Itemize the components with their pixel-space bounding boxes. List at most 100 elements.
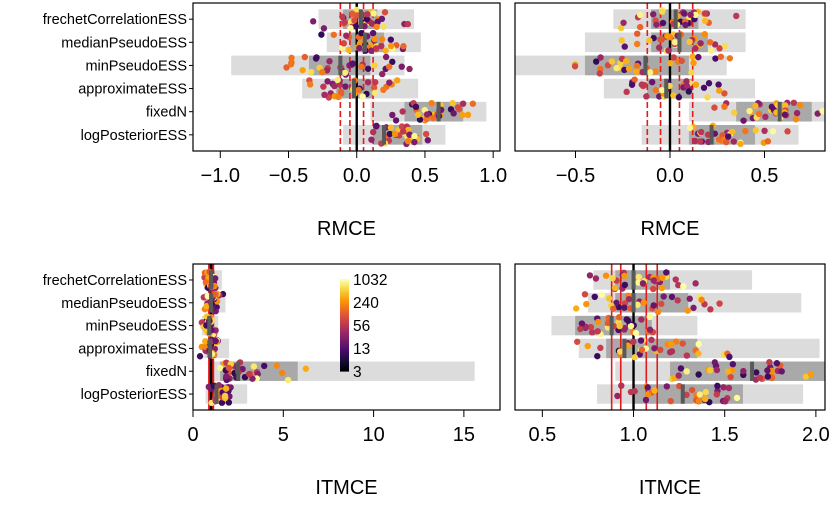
data-point (625, 295, 633, 303)
plot-area (196, 264, 475, 410)
data-point (381, 9, 389, 16)
data-point (382, 47, 389, 54)
colorbar-tick-label: 240 (353, 295, 379, 312)
data-point (639, 280, 647, 287)
data-point (287, 60, 295, 68)
colorbar-tick-label: 56 (353, 318, 370, 335)
data-point (386, 130, 393, 138)
data-point (646, 326, 654, 333)
median-mark (209, 293, 214, 313)
data-point (668, 348, 676, 355)
median-mark (622, 338, 627, 359)
data-point (345, 46, 353, 54)
data-point (653, 21, 660, 28)
data-point (670, 92, 677, 99)
data-point (651, 345, 658, 352)
data-point (371, 62, 378, 69)
colorbar-swatch (340, 311, 349, 315)
data-point (411, 138, 418, 146)
data-point (203, 303, 210, 310)
data-point (578, 320, 586, 327)
median-mark (680, 384, 685, 404)
data-point (633, 68, 640, 75)
data-point (225, 364, 233, 372)
data-point (631, 76, 638, 83)
colorbar-swatch (340, 297, 349, 301)
data-point (614, 392, 621, 400)
data-point (678, 57, 685, 65)
colorbar-swatch (340, 315, 349, 319)
data-point (659, 274, 666, 281)
plot-area (551, 264, 825, 410)
data-point (675, 94, 683, 101)
data-point (279, 369, 286, 377)
data-point (449, 99, 456, 107)
data-point (459, 100, 467, 107)
data-point (583, 300, 590, 308)
data-point (725, 133, 732, 140)
data-point (380, 86, 387, 94)
data-point (379, 70, 386, 78)
data-point (729, 360, 737, 368)
colorbar-swatch (340, 308, 349, 312)
data-point (387, 36, 395, 43)
x-tick-label: 0.5 (528, 424, 556, 446)
data-point (700, 84, 708, 91)
category-label: medianPseudoESS (61, 35, 187, 51)
data-point (245, 370, 253, 378)
data-point (762, 113, 769, 121)
data-point (687, 11, 694, 19)
colorbar-swatch (340, 366, 349, 370)
data-point (756, 374, 764, 381)
data-point (689, 53, 696, 60)
data-point (667, 397, 674, 405)
colorbar-tick-label: 3 (353, 364, 362, 381)
x-tick-label: 0.5 (411, 165, 439, 187)
data-point (724, 368, 732, 375)
data-point (752, 102, 759, 110)
data-point (706, 367, 714, 374)
data-point (392, 117, 400, 124)
data-point (631, 354, 639, 361)
data-point (819, 107, 825, 115)
data-point (768, 103, 776, 111)
data-point (695, 53, 702, 61)
data-point (391, 130, 399, 138)
panel-frame (192, 2, 501, 152)
colorbar-swatch (340, 295, 349, 298)
category-label: frechetCorrelationESS (43, 273, 187, 289)
data-point (373, 23, 380, 30)
data-point (221, 392, 229, 400)
data-point (347, 24, 354, 32)
data-point (686, 295, 693, 302)
data-point (781, 111, 789, 118)
data-point (611, 284, 619, 292)
data-point (588, 329, 596, 336)
colorbar-swatch (340, 331, 349, 335)
data-point (212, 275, 219, 282)
data-point (356, 44, 363, 52)
data-point (778, 368, 785, 375)
data-point (621, 43, 628, 50)
x-tick-label: 5 (278, 424, 289, 446)
data-point (672, 338, 680, 345)
data-point (326, 58, 333, 65)
data-point (644, 391, 652, 398)
data-point (633, 62, 641, 70)
category-label: minPseudoESS (85, 319, 187, 335)
data-point (623, 88, 630, 96)
data-point (625, 317, 632, 324)
data-point (746, 107, 753, 115)
data-point (342, 83, 349, 90)
data-point (613, 64, 620, 72)
colorbar-swatch (340, 341, 349, 344)
data-point (335, 93, 342, 101)
data-point (692, 280, 699, 287)
x-tick-label: 1.0 (479, 165, 507, 187)
colorbar-swatch (340, 327, 349, 331)
data-point (716, 87, 723, 94)
colorbar-swatch (340, 320, 349, 324)
category-label: frechetCorrelationESS (43, 12, 187, 28)
data-point (414, 111, 422, 118)
data-point (361, 23, 368, 30)
